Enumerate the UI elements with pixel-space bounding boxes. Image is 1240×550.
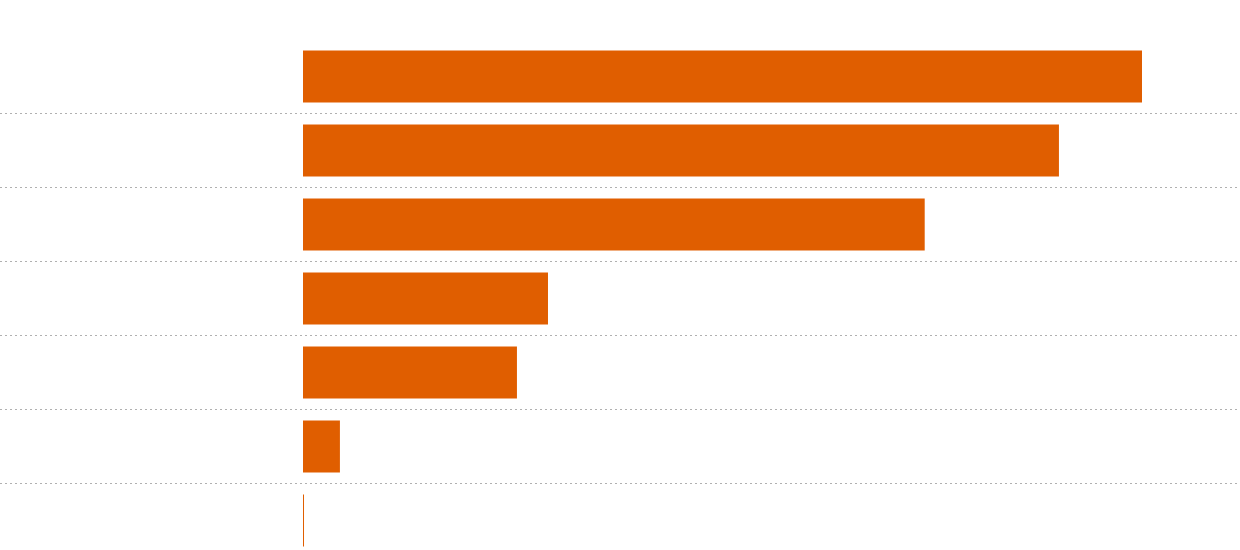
bar xyxy=(303,420,340,473)
bar xyxy=(303,346,517,399)
bar xyxy=(303,494,305,547)
bar xyxy=(303,198,925,251)
bar xyxy=(303,272,548,325)
bar xyxy=(303,124,1059,177)
bar xyxy=(303,50,1142,103)
